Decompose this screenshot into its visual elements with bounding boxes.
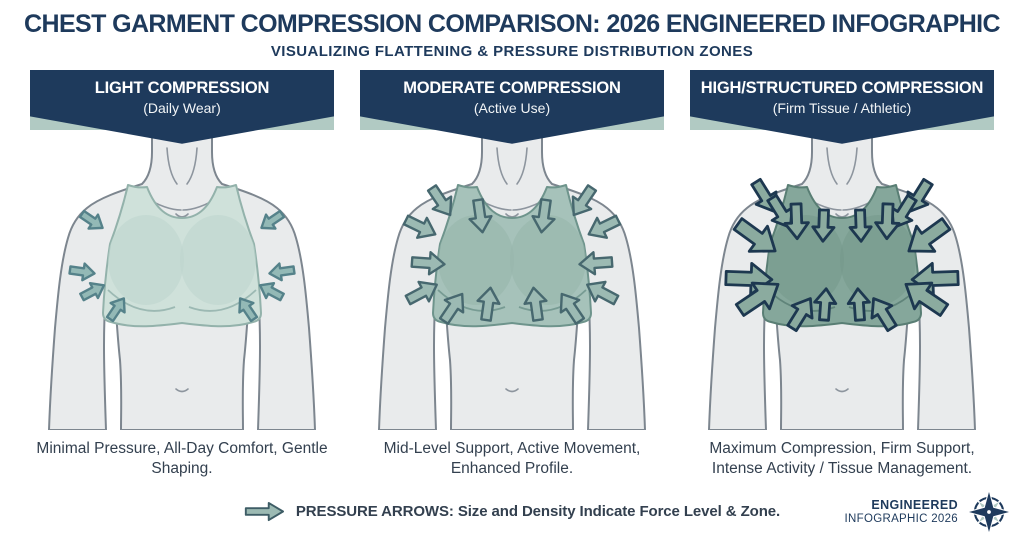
torso-figure-moderate	[360, 129, 664, 430]
banner-subtitle: (Firm Tissue / Athletic)	[772, 99, 912, 116]
banner-subtitle: (Daily Wear)	[143, 99, 221, 116]
header: CHEST GARMENT COMPRESSION COMPARISON: 20…	[0, 0, 1024, 60]
panel-caption: Minimal Pressure, All-Day Comfort, Gentl…	[36, 439, 328, 478]
banner-high: HIGH/STRUCTURED COMPRESSION (Firm Tissue…	[690, 69, 994, 144]
banner-title: HIGH/STRUCTURED COMPRESSION	[700, 78, 984, 97]
banner-moderate: MODERATE COMPRESSION (Active Use)	[360, 69, 664, 144]
banner-light: LIGHT COMPRESSION (Daily Wear)	[30, 69, 334, 144]
banner-title: LIGHT COMPRESSION	[94, 78, 270, 97]
panel-high-compression: HIGH/STRUCTURED COMPRESSION (Firm Tissue…	[690, 69, 994, 483]
footer: PRESSURE ARROWS: Size and Density Indica…	[0, 487, 1024, 541]
brand-name: ENGINEERED	[871, 498, 958, 513]
branding: ENGINEERED INFOGRAPHIC 2026	[845, 488, 1012, 535]
banner-title: MODERATE COMPRESSION	[403, 78, 621, 97]
panel-caption: Maximum Compression, Firm Support, Inten…	[709, 439, 975, 478]
brand-text: ENGINEERED INFOGRAPHIC 2026	[845, 498, 958, 525]
panel-light-compression: LIGHT COMPRESSION (Daily Wear) Minimal P…	[30, 69, 334, 483]
page-subtitle: VISUALIZING FLATTENING & PRESSURE DISTRI…	[270, 42, 754, 60]
panel-caption: Mid-Level Support, Active Movement, Enha…	[383, 439, 641, 478]
torso-illustration	[378, 129, 646, 430]
torso-illustration	[708, 129, 976, 430]
page-title: CHEST GARMENT COMPRESSION COMPARISON: 20…	[24, 10, 1001, 38]
torso-figure-high	[690, 129, 994, 430]
comparison-panels: LIGHT COMPRESSION (Daily Wear) Minimal P…	[0, 69, 1024, 483]
pressure-arrow-legend: PRESSURE ARROWS: Size and Density Indica…	[244, 501, 780, 522]
panel-moderate-compression: MODERATE COMPRESSION (Active Use) Mid-Le…	[360, 69, 664, 483]
legend-label: PRESSURE ARROWS: Size and Density Indica…	[295, 502, 781, 520]
compass-rose-icon	[966, 488, 1012, 535]
torso-illustration	[48, 129, 316, 430]
banner-subtitle: (Active Use)	[473, 99, 551, 116]
torso-figure-light	[30, 129, 334, 430]
brand-tagline: INFOGRAPHIC 2026	[844, 513, 958, 526]
pressure-arrow-icon	[244, 501, 286, 522]
